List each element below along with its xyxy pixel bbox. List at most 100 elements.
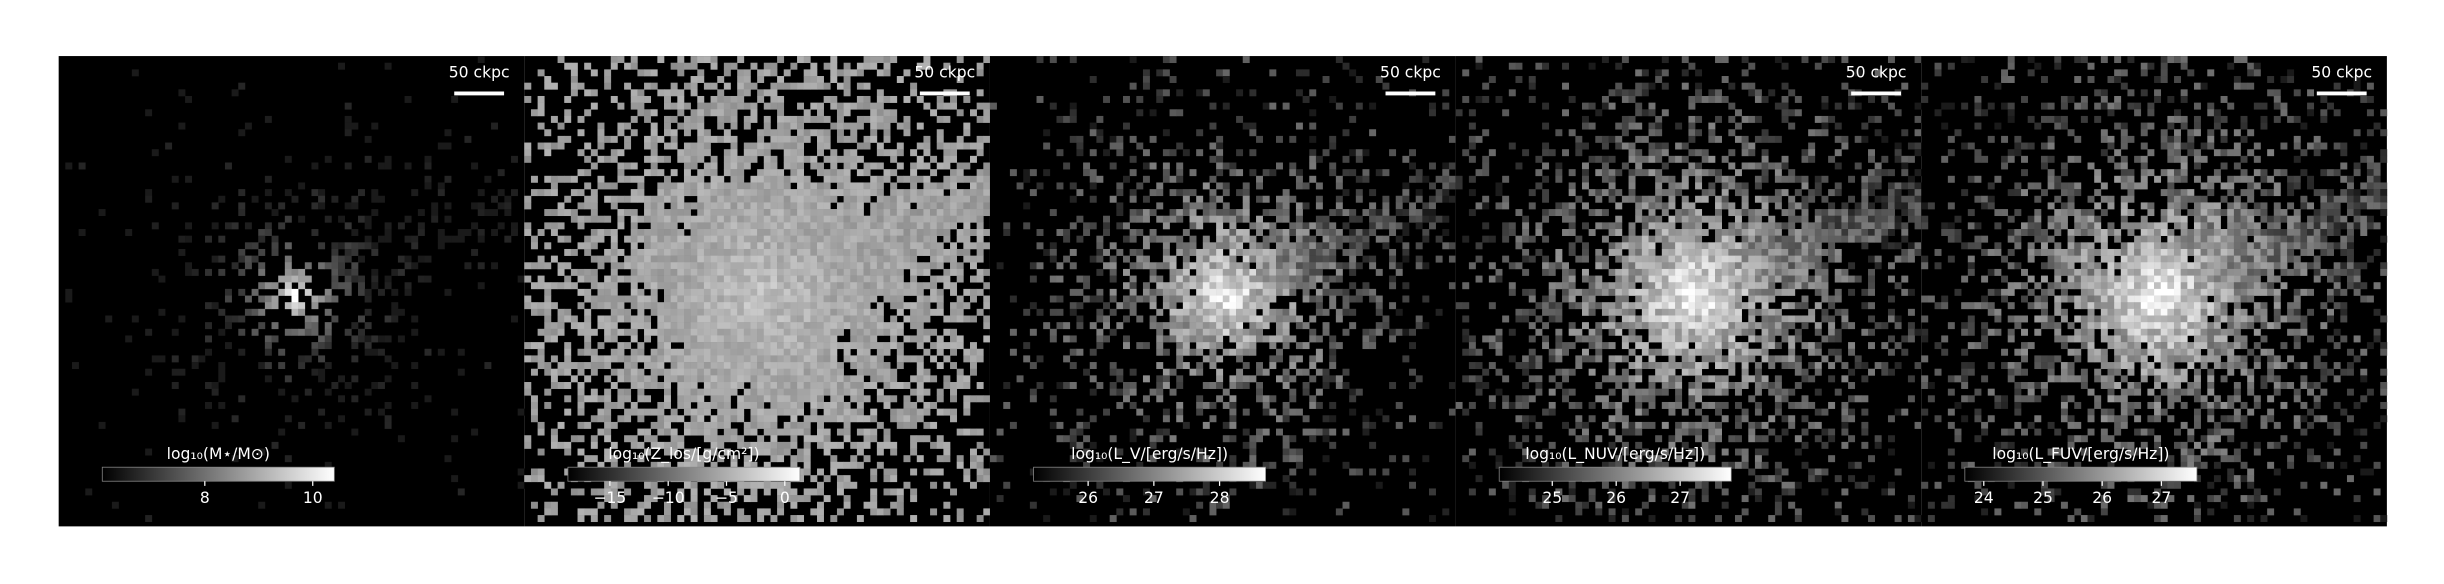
pixel — [943, 195, 951, 203]
pixel — [610, 315, 618, 323]
pixel — [664, 375, 671, 383]
pixel — [151, 149, 159, 157]
pixel — [338, 415, 346, 423]
pixel — [1681, 56, 1689, 64]
pixel — [624, 195, 632, 203]
pixel — [664, 322, 671, 330]
pixel — [777, 302, 785, 310]
pixel — [850, 395, 858, 403]
pixel — [737, 401, 745, 409]
pixel — [1109, 382, 1117, 389]
pixel — [783, 448, 791, 456]
colorbar-tick-label: 26 — [1078, 489, 1098, 507]
pixel — [890, 109, 898, 117]
pixel — [856, 69, 864, 77]
pixel — [670, 355, 678, 363]
pixel — [923, 62, 931, 70]
pixel — [956, 189, 964, 197]
pixel — [517, 481, 525, 489]
pixel — [770, 288, 778, 296]
pixel — [1887, 102, 1895, 110]
pixel — [271, 295, 279, 303]
pixel — [1608, 102, 1616, 110]
pixel — [1335, 275, 1343, 283]
pixel — [1309, 89, 1317, 97]
pixel — [1295, 235, 1303, 243]
pixel — [1176, 362, 1184, 370]
pixel — [1315, 275, 1323, 283]
pixel — [923, 202, 931, 210]
pixel — [1275, 209, 1283, 217]
pixel — [783, 348, 791, 356]
pixel — [923, 282, 931, 290]
pixel — [777, 508, 785, 516]
pixel — [783, 441, 791, 449]
pixel — [570, 322, 578, 330]
pixel — [1302, 322, 1310, 330]
pixel — [890, 295, 898, 303]
pixel — [1242, 202, 1250, 210]
pixel — [703, 102, 711, 110]
pixel — [1435, 189, 1443, 197]
pixel — [850, 308, 858, 316]
pixel — [1196, 262, 1204, 270]
pixel — [577, 115, 585, 123]
pixel — [810, 435, 818, 443]
pixel — [996, 262, 1004, 270]
pixel — [863, 275, 871, 283]
pixel — [1129, 388, 1137, 396]
pixel — [1415, 195, 1423, 203]
pixel — [1342, 222, 1350, 230]
pixel — [850, 335, 858, 343]
pixel — [1262, 235, 1270, 243]
pixel — [111, 501, 119, 509]
pixel — [883, 255, 891, 263]
pixel — [817, 488, 824, 496]
pixel — [1389, 455, 1397, 463]
pixel — [670, 142, 678, 150]
pixel — [730, 388, 738, 396]
pixel — [371, 335, 379, 343]
pixel — [850, 135, 858, 143]
pixel — [890, 209, 898, 217]
pixel — [763, 182, 771, 190]
pixel — [1056, 115, 1064, 123]
pixel — [278, 202, 286, 210]
pixel — [218, 255, 226, 263]
pixel — [757, 229, 765, 236]
pixel — [770, 182, 778, 190]
pixel — [863, 268, 871, 276]
pixel — [763, 348, 771, 356]
pixel — [923, 222, 931, 230]
pixel — [770, 401, 778, 409]
pixel — [690, 202, 698, 210]
pixel — [364, 135, 372, 143]
pixel — [358, 189, 365, 197]
pixel — [351, 275, 359, 283]
pixel — [810, 395, 818, 403]
pixel — [890, 375, 898, 383]
pixel — [777, 242, 785, 250]
pixel — [1848, 102, 1856, 110]
pixel — [1216, 315, 1224, 323]
pixel — [903, 395, 911, 403]
pixel — [883, 475, 891, 483]
pixel — [1156, 388, 1164, 396]
pixel — [1222, 189, 1230, 197]
pixel — [883, 262, 891, 270]
pixel — [1222, 275, 1230, 283]
pixel — [770, 448, 778, 456]
pixel — [843, 262, 851, 270]
pixel — [1256, 328, 1264, 336]
pixel — [604, 421, 612, 429]
pixel — [836, 302, 844, 310]
pixel — [1262, 222, 1270, 230]
pixel — [903, 262, 911, 270]
pixel — [896, 229, 904, 236]
pixel — [1409, 368, 1416, 376]
pixel — [617, 275, 625, 283]
pixel — [1049, 255, 1057, 263]
pixel — [358, 328, 365, 336]
pixel — [1209, 362, 1217, 370]
pixel — [690, 448, 698, 456]
